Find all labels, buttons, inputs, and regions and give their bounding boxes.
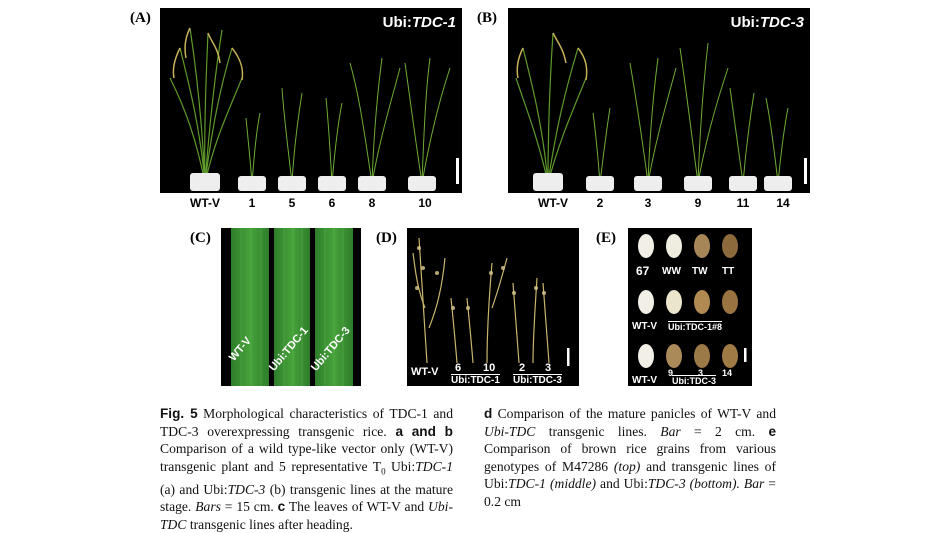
panel-c-photo: WT-V Ubi:TDC-1 Ubi:TDC-3	[221, 228, 361, 386]
panicles-image	[412, 237, 570, 366]
caption-text: and transgenic lines of Ubi:	[484, 458, 777, 492]
caption-text: and Ubi:	[600, 476, 648, 491]
panel-d-label: (D)	[376, 230, 397, 246]
panel-e-photo: 67 WW TW TT WT-V Ubi:TDC-1#8 9 3 14 WT-V…	[628, 228, 752, 386]
line-label: 5	[288, 196, 296, 210]
grains-image	[638, 234, 747, 368]
line-label: 14	[776, 196, 790, 210]
line-label: 2	[596, 196, 604, 210]
line-label: 6	[455, 362, 462, 374]
panel-b-photo: Ubi:TDC-3	[508, 8, 810, 193]
caption-text: Ubi:	[391, 458, 416, 474]
line-label: WT-V	[538, 196, 568, 210]
caption-text: = 2 cm.	[694, 423, 756, 439]
caption-text: Bar	[743, 476, 765, 491]
rice-plants-image-a	[169, 27, 459, 191]
line-label: 8	[368, 196, 376, 210]
line-label: WT-V	[190, 196, 220, 210]
grain-label: 14	[722, 368, 733, 378]
panel-a-photo: Ubi:TDC-1	[160, 8, 462, 193]
caption-text: transgenic lines after heading.	[189, 516, 353, 532]
caption-text: Comparison of the mature panicles of WT-…	[497, 406, 776, 421]
sub-label: d	[484, 406, 493, 421]
panel-c-label: (C)	[190, 230, 211, 246]
gene-name: TDC-3	[227, 481, 266, 497]
panel-b-label: (B)	[477, 10, 497, 26]
line-label: 11	[736, 196, 750, 210]
line-label: 1	[248, 196, 256, 210]
gene-name: TDC-3	[647, 476, 686, 491]
grain-label: WT-V	[632, 375, 657, 386]
caption-text: (a) and Ubi:	[160, 481, 228, 497]
gene-name: Ubi-TDC	[484, 423, 536, 439]
line-label: 10	[483, 362, 496, 374]
caption-left: Fig. 5 Morphological characteristics of …	[160, 406, 453, 532]
panel-a-title: Ubi:TDC-1	[382, 14, 456, 31]
line-label: 3	[545, 362, 552, 374]
wt-label: WT-V	[411, 366, 439, 378]
caption-text: Bars	[195, 499, 221, 515]
caption-text: (bottom).	[689, 476, 740, 491]
line-label: 9	[694, 196, 702, 210]
caption-text: transgenic lines.	[548, 423, 647, 439]
grain-label: 9	[668, 368, 674, 378]
sub-label: b	[444, 423, 453, 439]
panel-a-line-labels: WT-V 1 5 6 8 10	[160, 196, 462, 212]
line-label: 3	[644, 196, 652, 210]
caption-text: The leaves of WT-V and	[288, 499, 425, 515]
caption-right: d Comparison of the mature panicles of W…	[484, 405, 776, 510]
grain-label: 67	[636, 264, 650, 278]
grain-label: 3	[698, 368, 704, 378]
leaves-image	[231, 228, 353, 386]
group-label: Ubi:TDC-1	[451, 374, 500, 386]
panel-e-label: (E)	[596, 230, 616, 246]
sub-label: c	[277, 499, 286, 515]
group-label: Ubi:TDC-1#8	[668, 321, 723, 332]
rice-plants-image-b	[515, 32, 807, 191]
panel-d-photo: WT-V 6 10 Ubi:TDC-1 2 3 Ubi:TDC-3	[407, 228, 579, 386]
gene-name: TDC-1	[508, 476, 546, 491]
panel-a-label: (A)	[130, 10, 151, 26]
grain-label: WW	[662, 266, 681, 277]
sub-label: e	[768, 423, 777, 439]
gene-name: TDC-1	[415, 458, 453, 474]
caption-text: = 15 cm.	[224, 499, 274, 515]
line-label: 10	[418, 196, 432, 210]
grain-label: WT-V	[632, 321, 657, 332]
caption-text: (middle)	[549, 476, 597, 491]
caption-text: Comparison of brown rice grains from var…	[484, 441, 776, 474]
line-label: 6	[328, 196, 336, 210]
grain-label: TW	[692, 266, 708, 277]
caption-text: Morphological characteristics of TDC-1 a…	[160, 406, 453, 439]
fig-label: Fig. 5	[160, 406, 198, 421]
caption-text: Comparison of a wild type-like vector on…	[160, 441, 453, 474]
panel-b-line-labels: WT-V 2 3 9 11 14	[508, 196, 810, 212]
group-label: Ubi:TDC-3	[672, 375, 716, 386]
grain-label: TT	[722, 266, 735, 277]
sub-label: a	[395, 423, 403, 439]
line-label: 2	[519, 362, 526, 374]
caption-text: Bar	[660, 423, 681, 439]
panel-b-title: Ubi:TDC-3	[730, 14, 804, 31]
sub-label: and	[411, 423, 436, 439]
caption-text: (top)	[613, 458, 641, 474]
group-label: Ubi:TDC-3	[513, 374, 562, 386]
